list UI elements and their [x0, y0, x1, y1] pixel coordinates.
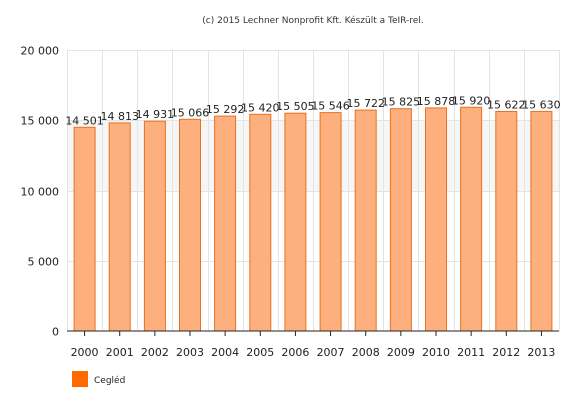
x-tick-label: 2004 — [211, 346, 239, 359]
y-tick-label: 0 — [52, 326, 59, 339]
y-tick-label: 10 000 — [21, 186, 60, 199]
data-label: 15 292 — [206, 103, 245, 116]
x-tick-label: 2011 — [457, 346, 485, 359]
data-label: 15 546 — [311, 100, 350, 113]
bars — [73, 106, 553, 332]
x-tick-label: 2009 — [387, 346, 415, 359]
data-label: 15 630 — [522, 98, 561, 111]
x-tick-label: 2007 — [317, 346, 345, 359]
bar[interactable] — [73, 126, 96, 332]
bar[interactable] — [495, 111, 518, 332]
bar[interactable] — [319, 112, 342, 332]
x-tick-label: 2008 — [352, 346, 380, 359]
bar[interactable] — [425, 107, 447, 332]
bar[interactable] — [530, 110, 553, 332]
data-label: 15 622 — [487, 99, 526, 112]
bar[interactable] — [214, 115, 237, 332]
y-tick-label: 5 000 — [28, 256, 60, 269]
bar[interactable] — [284, 112, 307, 332]
data-label: 15 420 — [241, 101, 280, 114]
data-label: 15 066 — [171, 106, 210, 119]
bar[interactable] — [389, 108, 412, 332]
bar[interactable] — [460, 106, 483, 332]
x-tick-label: 2010 — [422, 346, 450, 359]
x-tick-label: 2003 — [176, 346, 204, 359]
x-axis-tick-labels: 2000 2001 2002 2003 2004 2005 2006 2007 2008 2009… — [71, 331, 555, 359]
x-tick-label: 2013 — [527, 346, 555, 359]
bar[interactable] — [143, 120, 166, 332]
x-tick-label: 2012 — [492, 346, 520, 359]
x-tick-label: 2001 — [106, 346, 134, 359]
y-axis-tick-labels: 0 5 000 10 000 15 000 20 000 — [21, 45, 60, 339]
chart-credit: (c) 2015 Lechner Nonprofit Kft. Készült … — [202, 15, 423, 26]
data-label: 15 825 — [382, 96, 421, 109]
bar[interactable] — [249, 113, 272, 332]
legend-label: Cegléd — [94, 375, 125, 386]
x-tick-label: 2000 — [71, 346, 99, 359]
legend-swatch — [72, 371, 88, 387]
x-tick-label: 2002 — [141, 346, 169, 359]
x-tick-label: 2005 — [246, 346, 274, 359]
legend[interactable]: Cegléd — [72, 371, 125, 387]
y-tick-label: 20 000 — [21, 45, 60, 58]
data-label: 15 722 — [346, 97, 385, 110]
data-label: 14 813 — [100, 110, 139, 123]
gridlines — [67, 50, 560, 331]
data-label: 15 878 — [417, 95, 456, 108]
data-label: 15 920 — [452, 94, 491, 107]
data-label: 14 501 — [65, 114, 104, 127]
data-label: 14 931 — [136, 108, 175, 121]
bar[interactable] — [179, 118, 201, 332]
bar[interactable] — [354, 109, 377, 332]
x-tick-label: 2006 — [281, 346, 309, 359]
data-label: 15 505 — [276, 100, 315, 113]
y-tick-label: 15 000 — [21, 115, 60, 128]
bar[interactable] — [108, 122, 131, 332]
